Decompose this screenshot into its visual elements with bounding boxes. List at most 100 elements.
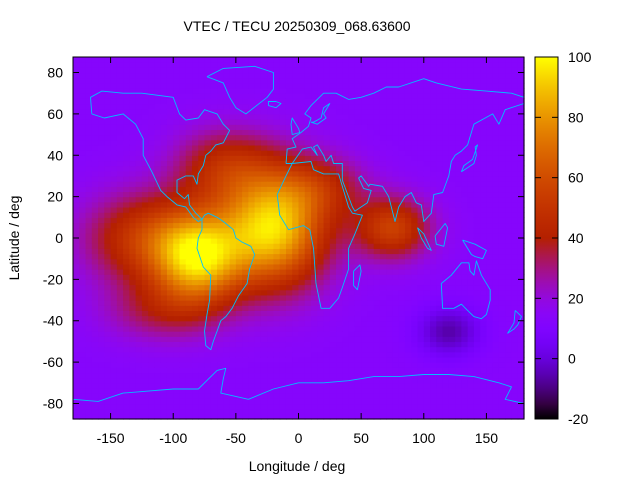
tec-cell [461,325,469,332]
tec-cell [392,346,400,353]
tec-cell [85,119,93,125]
tec-cell [367,57,375,63]
tec-cell [79,356,87,363]
tec-cell [448,170,456,177]
tec-cell [379,393,387,399]
tec-cell [361,294,368,301]
tec-cell [417,403,425,410]
tec-cell [235,57,243,63]
tec-cell [260,320,268,327]
tec-cell [511,139,519,146]
tec-cell [154,232,162,239]
tec-cell [154,294,162,301]
tec-cell [141,93,149,99]
tec-cell [492,279,500,286]
tec-cell [480,196,488,203]
tec-cell [511,382,519,389]
tec-cell [104,191,112,198]
tec-cell [148,103,156,110]
tec-cell [455,57,462,63]
tec-cell [73,206,80,213]
tec-cell [173,222,181,229]
tec-cell [492,367,500,374]
tec-cell [91,310,99,317]
tec-cell [298,160,306,167]
tec-cell [436,238,444,244]
tec-cell [317,232,325,239]
tec-cell [311,248,318,255]
tec-cell [448,144,456,151]
tec-cell [417,253,425,260]
tec-cell [404,382,412,389]
tec-cell [430,88,437,94]
tec-cell [392,227,400,234]
tec-cell [79,403,87,410]
tec-cell [511,320,519,327]
tec-cell [379,269,387,275]
tec-cell [473,196,481,203]
tec-cell [304,150,312,156]
tec-cell [480,387,488,394]
tec-cell [329,186,337,193]
tec-cell [392,206,400,213]
tec-cell [204,393,212,399]
tec-cell [480,129,488,136]
tec-cell [304,67,312,74]
tec-cell [298,346,306,353]
tec-cell [279,72,287,79]
tec-cell [242,274,249,280]
tec-cell [179,144,187,151]
tec-cell [85,393,93,399]
tec-cell [317,108,325,115]
tec-cell [79,175,87,182]
tec-cell [198,320,206,327]
tec-cell [361,382,368,389]
tec-cell [223,212,231,218]
tec-cell [98,186,105,193]
tec-cell [85,191,93,198]
tec-cell [411,253,419,260]
tec-cell [304,382,312,389]
tec-cell [411,274,419,280]
tec-cell [455,413,462,420]
tec-cell [260,336,268,343]
tec-cell [298,398,306,405]
tec-cell [311,72,318,79]
tec-cell [123,129,130,136]
tec-cell [279,258,287,265]
tec-cell [73,253,80,260]
tec-cell [311,113,318,120]
tec-cell [480,175,488,182]
tec-cell [154,72,162,79]
tec-cell [110,294,118,301]
tec-cell [204,222,212,229]
tec-cell [367,258,375,265]
tec-cell [198,57,206,63]
tec-cell [85,351,93,358]
tec-cell [91,356,99,363]
tec-cell [498,238,506,244]
tec-cell [292,403,300,410]
tec-cell [436,222,444,229]
tec-cell [336,175,343,182]
tec-cell [79,408,87,415]
tec-cell [254,196,262,203]
tec-cell [166,377,174,384]
tec-cell [129,155,137,162]
tec-cell [436,372,444,379]
tec-cell [404,217,412,224]
tec-cell [242,253,249,260]
tec-cell [248,88,256,94]
tec-cell [404,351,412,358]
tec-cell [379,300,387,306]
tec-cell [85,294,93,301]
tec-cell [486,279,494,286]
tec-cell [486,150,494,156]
tec-cell [229,124,237,130]
tec-cell [467,227,475,234]
tec-cell [292,413,300,420]
tec-cell [336,248,343,255]
tec-cell [192,289,199,296]
tec-cell [204,72,212,79]
tec-cell [135,274,143,280]
